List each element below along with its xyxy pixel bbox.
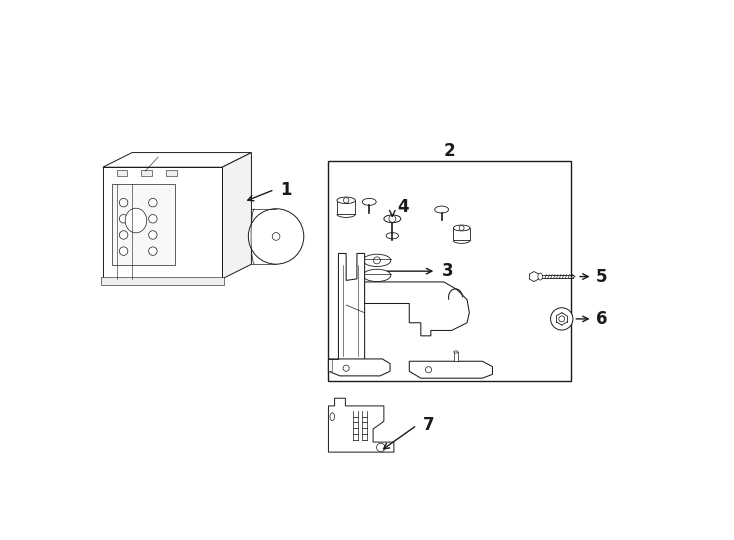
Circle shape xyxy=(120,231,128,239)
Polygon shape xyxy=(410,361,493,378)
Circle shape xyxy=(389,215,396,222)
Ellipse shape xyxy=(454,225,470,231)
Bar xyxy=(142,170,152,177)
Ellipse shape xyxy=(538,273,542,280)
Circle shape xyxy=(149,247,157,255)
Polygon shape xyxy=(222,153,252,279)
Bar xyxy=(337,200,355,214)
Circle shape xyxy=(120,198,128,207)
Ellipse shape xyxy=(363,284,390,296)
Circle shape xyxy=(550,308,573,330)
Bar xyxy=(328,161,571,381)
Circle shape xyxy=(120,247,128,255)
Polygon shape xyxy=(103,153,252,167)
Ellipse shape xyxy=(435,206,448,213)
Circle shape xyxy=(459,226,464,231)
Bar xyxy=(101,278,224,285)
Circle shape xyxy=(377,443,385,452)
Ellipse shape xyxy=(363,254,390,267)
Circle shape xyxy=(374,257,380,264)
Bar xyxy=(103,167,222,279)
Circle shape xyxy=(272,233,280,240)
Bar xyxy=(454,228,470,240)
Ellipse shape xyxy=(126,208,147,233)
Text: 4: 4 xyxy=(398,198,410,216)
Bar xyxy=(112,184,175,265)
Circle shape xyxy=(149,231,157,239)
Text: 7: 7 xyxy=(423,416,435,434)
Circle shape xyxy=(344,198,349,203)
Polygon shape xyxy=(328,359,390,376)
Text: 1: 1 xyxy=(280,180,291,199)
Bar xyxy=(117,170,128,177)
Ellipse shape xyxy=(386,233,399,239)
Polygon shape xyxy=(338,253,365,365)
Polygon shape xyxy=(529,272,539,281)
Polygon shape xyxy=(328,359,333,372)
Circle shape xyxy=(559,316,564,322)
Ellipse shape xyxy=(330,413,335,421)
Ellipse shape xyxy=(363,269,390,281)
Circle shape xyxy=(120,214,128,223)
Polygon shape xyxy=(328,398,394,452)
Text: 3: 3 xyxy=(442,262,454,280)
Ellipse shape xyxy=(454,351,458,353)
Circle shape xyxy=(149,198,157,207)
Polygon shape xyxy=(365,282,469,336)
Circle shape xyxy=(248,209,304,264)
Circle shape xyxy=(426,367,432,373)
Text: 5: 5 xyxy=(595,267,607,286)
Ellipse shape xyxy=(384,215,401,222)
Text: 2: 2 xyxy=(443,142,455,160)
Bar xyxy=(166,170,177,177)
Bar xyxy=(454,352,458,361)
Ellipse shape xyxy=(363,198,377,205)
Circle shape xyxy=(149,214,157,223)
Circle shape xyxy=(343,365,349,372)
Ellipse shape xyxy=(337,197,355,204)
Text: 6: 6 xyxy=(595,310,607,328)
